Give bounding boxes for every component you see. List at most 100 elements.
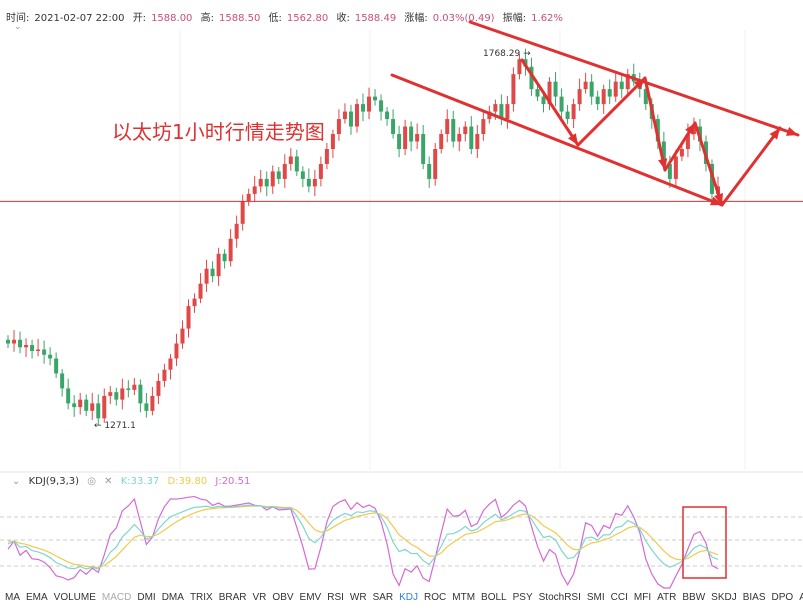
amp-value: 1.62% [531, 13, 563, 24]
candle-body [571, 104, 576, 120]
kdj-legend: ⌄ KDJ(9,3,3) ◎ ✕ K:33.37 D:39.80 J:20.51 [12, 476, 255, 487]
candle-body [505, 104, 510, 120]
indicator-tab-ema[interactable]: EMA [26, 592, 48, 603]
indicator-tab-roc[interactable]: ROC [424, 592, 447, 603]
trend-arrow [576, 76, 647, 147]
annotation-title: 以太坊1小时行情走势图 [112, 120, 325, 144]
indicator-tab-smi[interactable]: SMI [586, 592, 605, 603]
kdj-d-line [7, 505, 719, 569]
chevron-down-icon[interactable]: ⌄ [14, 22, 22, 32]
candle-body [553, 81, 558, 97]
candle-body [246, 193, 251, 202]
indicator-tab-ao[interactable]: AO [799, 592, 803, 603]
candle-body [42, 349, 47, 355]
candle-body [625, 74, 630, 90]
trend-arrow [693, 121, 724, 207]
candle-body [517, 59, 522, 75]
trend-arrow [720, 126, 782, 207]
settings-icon[interactable]: ◎ [87, 476, 96, 487]
indicator-tab-emv[interactable]: EMV [299, 592, 322, 603]
candle-body [667, 163, 672, 179]
candle-body [108, 392, 113, 396]
candle-body [102, 395, 107, 419]
candle-body [583, 81, 588, 90]
indicator-tab-mfi[interactable]: MFI [633, 592, 652, 603]
indicator-tab-macd[interactable]: MACD [101, 592, 132, 603]
indicator-tab-rsi[interactable]: RSI [327, 592, 344, 603]
open-value: 1588.00 [151, 13, 193, 24]
trend-arrow [520, 58, 580, 147]
candle-body [348, 111, 353, 127]
indicator-tab-skdj[interactable]: SKDJ [711, 592, 737, 603]
indicator-tab-mtm[interactable]: MTM [452, 592, 476, 603]
highlight-box [682, 506, 727, 579]
candle-body [451, 119, 456, 142]
candle-body [12, 339, 17, 344]
indicator-tab-stochrsi[interactable]: StochRSI [538, 592, 581, 603]
candle-body [192, 298, 197, 307]
candle-body [691, 126, 696, 135]
indicator-tab-brar[interactable]: BRAR [218, 592, 247, 603]
kdj-d-value: D:39.80 [167, 476, 208, 487]
indicator-tab-cci[interactable]: CCI [610, 592, 628, 603]
indicator-tab-bbw[interactable]: BBW [682, 592, 706, 603]
candle-body [138, 384, 143, 404]
high-value: 1588.50 [218, 13, 261, 24]
indicator-tab-volume[interactable]: VOLUME [53, 592, 96, 603]
candle-body [156, 380, 161, 396]
indicator-tab-kdj[interactable]: KDJ [399, 592, 419, 603]
candle-body [403, 126, 408, 149]
candle-body [469, 126, 474, 149]
candle-body [84, 399, 89, 411]
arrow-head [769, 128, 780, 140]
indicator-tab-bias[interactable]: BIAS [742, 592, 766, 603]
candle-body [613, 81, 618, 97]
candle-body [288, 156, 293, 164]
indicator-tab-atr[interactable]: ATR [657, 592, 677, 603]
candle-body [36, 349, 41, 352]
candle-body [48, 354, 53, 359]
candle-body [385, 111, 390, 120]
indicator-tab-dma[interactable]: DMA [161, 592, 184, 603]
candle-body [421, 134, 426, 164]
indicator-tab-sar[interactable]: SAR [372, 592, 394, 603]
indicator-tab-ma[interactable]: MA [5, 592, 20, 603]
candle-body [433, 148, 438, 179]
indicator-tab-trix[interactable]: TRIX [189, 592, 213, 603]
close-icon[interactable]: ✕ [104, 476, 113, 487]
arrow-head [685, 123, 695, 135]
kdj-name: KDJ(9,3,3) [28, 476, 80, 487]
candle-body [601, 89, 606, 105]
arrow-head [658, 158, 668, 170]
candle-body [306, 178, 311, 187]
arrow-head [568, 133, 578, 145]
candle-body [499, 104, 504, 120]
candle-body [228, 238, 233, 262]
candle-body [126, 388, 131, 390]
candle-body [529, 66, 534, 90]
indicator-tab-boll[interactable]: BOLL [481, 592, 507, 603]
indicator-tab-wr[interactable]: WR [349, 592, 367, 603]
candle-body [222, 253, 227, 262]
candle-body [186, 306, 191, 329]
chevron-down-icon[interactable]: ⌄ [12, 476, 21, 487]
candle-body [324, 148, 329, 164]
candle-body [541, 96, 546, 105]
indicator-tab-vr[interactable]: VR [252, 592, 267, 603]
candle-body [457, 134, 462, 142]
candle-body [270, 171, 275, 187]
trend-arrow [643, 76, 667, 172]
indicator-tab-dpo[interactable]: DPO [771, 592, 794, 603]
indicator-tab-dmi[interactable]: DMI [137, 592, 156, 603]
candle-body [6, 339, 10, 344]
candle-body [252, 186, 257, 194]
candle-body [198, 283, 203, 299]
indicator-bar: MA EMA VOLUME MACD DMI DMA TRIX BRAR VR OBV EMV RSI… [5, 592, 803, 603]
indicator-tab-obv[interactable]: OBV [272, 592, 294, 603]
candle-body [336, 119, 341, 135]
indicator-tab-psy[interactable]: PSY [512, 592, 533, 603]
arrow-head [714, 193, 723, 205]
high-label: 高: [200, 13, 214, 24]
candle-body [240, 201, 245, 224]
close-value: 1588.49 [354, 13, 397, 24]
